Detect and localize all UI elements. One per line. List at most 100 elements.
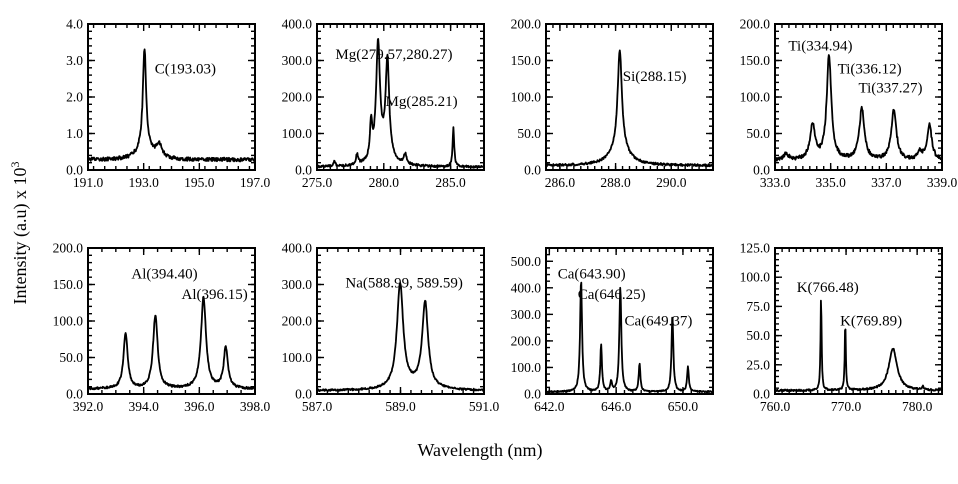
y-tick-label: 100.0 [282, 350, 313, 365]
peak-annotation: Ti(336.12) [838, 62, 902, 78]
y-tick-label: 300.0 [282, 277, 313, 292]
y-axis-label-text: Intensity (a.u) x 10 [10, 167, 30, 305]
mg-spectrum-line [318, 37, 483, 169]
y-tick-label: 200.0 [511, 17, 542, 32]
y-tick-label: 300.0 [282, 53, 313, 68]
x-tick-label: 398.0 [240, 399, 271, 414]
subplot-na: 587.0 589.0 591.0 0.0 100.0 200.0 300.0 400.0 Na… [282, 241, 500, 415]
y-tick-label: 500.0 [511, 254, 542, 269]
x-tick-label: 646.0 [601, 399, 632, 414]
y-tick-label: 100.0 [511, 360, 542, 375]
plot-border [87, 247, 256, 395]
x-tick-label: 286.0 [545, 175, 576, 190]
peak-annotation: Ti(334.94) [788, 38, 852, 54]
x-tick-label: 339.0 [927, 175, 958, 190]
x-tick-label: 191.0 [73, 175, 104, 190]
x-tick-label: 591.0 [469, 399, 500, 414]
ca-spectrum-line [547, 281, 712, 393]
y-tick-label: 0.0 [753, 387, 770, 402]
peak-annotation: C(193.03) [155, 62, 216, 78]
subplot-ca: 642.0 646.0 650.0 0.0 100.0 200.0 300.0 400.0 50… [511, 247, 714, 414]
y-tick-label: 200.0 [740, 17, 771, 32]
ti-spectrum-line [776, 54, 941, 162]
y-tick-label: 100.0 [740, 90, 771, 105]
peak-annotation: Na(588.99, 589.59) [345, 275, 462, 291]
y-axis-label-exponent: 3 [8, 161, 22, 168]
y-tick-label: 25.0 [746, 357, 770, 372]
peak-annotation: Ca(646.25) [578, 287, 646, 303]
plot-border [316, 23, 485, 171]
x-tick-label: 589.0 [385, 399, 416, 414]
y-tick-label: 4.0 [66, 17, 83, 32]
y-axis-label: Intensity (a.u) x 103 [8, 133, 32, 333]
subplot-k: 760.0 770.0 780.0 0.0 25.0 50.0 75.0 100.0 125.0… [740, 241, 943, 414]
y-tick-label: 200.0 [282, 314, 313, 329]
subplot-c: 191.0 193.0 195.0 197.0 0.0 1.0 2.0 3.0 4.0 C(193… [66, 17, 270, 191]
y-tick-label: 0.0 [524, 163, 541, 178]
al-spectrum-line [89, 295, 254, 391]
plot-border [545, 23, 714, 171]
plot-border [774, 23, 943, 171]
x-tick-label: 195.0 [184, 175, 215, 190]
x-tick-label: 770.0 [831, 399, 862, 414]
peak-annotation: Si(288.15) [623, 69, 687, 85]
subplot-grid: 191.0 193.0 195.0 197.0 0.0 1.0 2.0 3.0 4.0 C(193… [36, 14, 958, 422]
peak-annotation: K(766.48) [797, 280, 859, 296]
y-tick-label: 400.0 [282, 17, 313, 32]
plot-border [316, 247, 485, 395]
x-tick-label: 333.0 [760, 175, 791, 190]
y-tick-label: 3.0 [66, 53, 83, 68]
plot-border [774, 247, 943, 395]
peak-annotation: Al(394.40) [131, 267, 197, 283]
y-tick-label: 50.0 [746, 328, 770, 343]
peak-annotation: K(769.89) [840, 313, 902, 329]
x-tick-label: 587.0 [302, 399, 333, 414]
plot-border [87, 23, 256, 171]
x-tick-label: 290.0 [656, 175, 687, 190]
y-tick-label: 200.0 [53, 241, 84, 256]
y-tick-label: 0.0 [66, 163, 83, 178]
na-spectrum-line [318, 282, 483, 393]
x-tick-label: 197.0 [240, 175, 271, 190]
c-spectrum-line [89, 48, 254, 163]
y-tick-label: 50.0 [746, 126, 770, 141]
x-tick-label: 288.0 [600, 175, 631, 190]
peak-annotation: Mg(279.57,280.27) [335, 47, 452, 63]
x-tick-label: 275.0 [302, 175, 333, 190]
y-tick-label: 50.0 [59, 350, 83, 365]
y-tick-label: 300.0 [511, 307, 542, 322]
y-tick-label: 400.0 [511, 280, 542, 295]
subplot-ti: 333.0 335.0 337.0 339.0 0.0 50.0 100.0 150.0 200… [740, 17, 958, 191]
y-tick-label: 400.0 [282, 241, 313, 256]
x-tick-label: 650.0 [668, 399, 699, 414]
subplot-al: 392.0 394.0 396.0 398.0 0.0 50.0 100.0 150.0 200… [53, 241, 271, 415]
y-tick-label: 150.0 [740, 53, 771, 68]
x-axis-label: Wavelength (nm) [417, 440, 543, 460]
x-tick-label: 285.0 [435, 175, 466, 190]
x-tick-label: 396.0 [184, 399, 215, 414]
y-tick-label: 50.0 [517, 126, 541, 141]
y-tick-label: 100.0 [53, 314, 84, 329]
x-tick-label: 780.0 [902, 399, 933, 414]
x-tick-label: 394.0 [128, 399, 159, 414]
peak-annotation: Ca(649.37) [625, 313, 693, 329]
x-tick-label: 280.0 [369, 175, 400, 190]
subplot-si: 286.0 288.0 290.0 0.0 50.0 100.0 150.0 200.0 Si(… [511, 17, 714, 190]
peak-annotation: Ca(643.90) [558, 267, 626, 283]
y-tick-label: 0.0 [295, 387, 312, 402]
y-tick-label: 100.0 [282, 126, 313, 141]
y-tick-label: 0.0 [524, 387, 541, 402]
y-tick-label: 1.0 [66, 126, 83, 141]
y-tick-label: 100.0 [511, 90, 542, 105]
y-tick-label: 200.0 [282, 90, 313, 105]
x-tick-label: 642.0 [534, 399, 565, 414]
plot-border [545, 247, 714, 395]
peak-annotation: Mg(285.21) [386, 94, 458, 110]
y-tick-label: 200.0 [511, 333, 542, 348]
y-tick-label: 0.0 [295, 163, 312, 178]
x-tick-label: 335.0 [815, 175, 846, 190]
y-tick-label: 0.0 [753, 163, 770, 178]
x-tick-label: 337.0 [871, 175, 902, 190]
y-tick-label: 75.0 [746, 299, 770, 314]
peak-annotation: Al(396.15) [182, 287, 248, 303]
